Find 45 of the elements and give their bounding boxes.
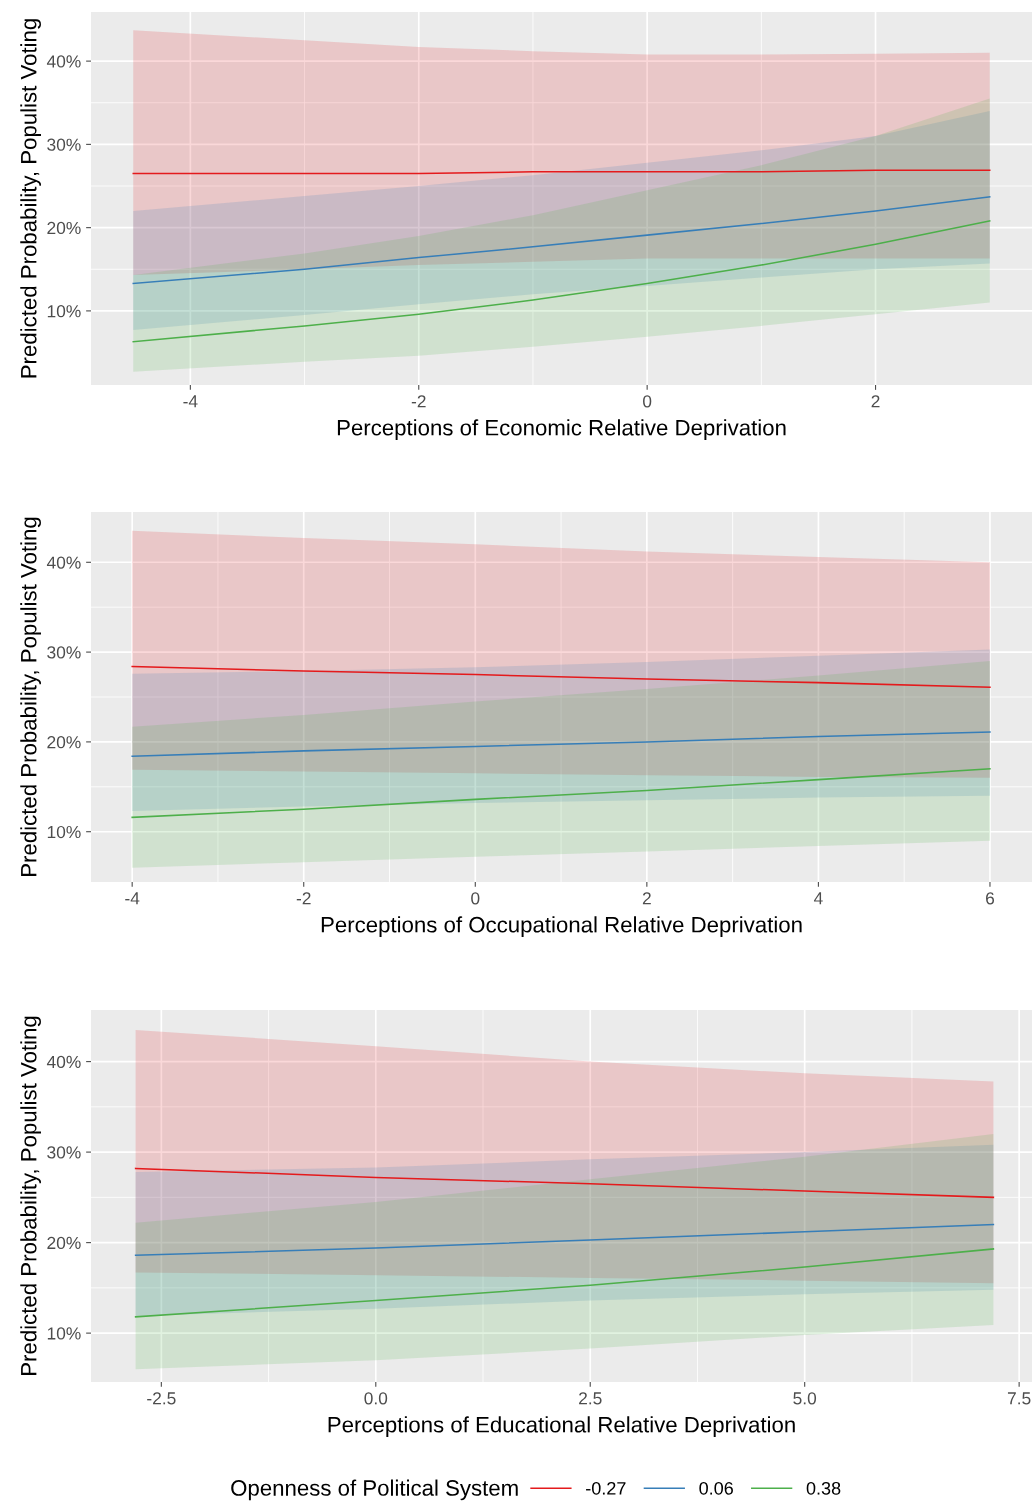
line-series bbox=[131, 768, 991, 819]
x-tick-label: 0.0 bbox=[364, 1392, 388, 1405]
line-series bbox=[132, 196, 991, 285]
x-axis-title: Perceptions of Occupational Relative Deprivation bbox=[321, 916, 802, 937]
y-axis-title: Predicted Probability, Populist Voting bbox=[20, 19, 41, 378]
x-tick-label: -4 bbox=[183, 395, 198, 408]
legend-label: 0.06 bbox=[699, 1481, 733, 1495]
line-series bbox=[134, 1223, 995, 1257]
y-tick-label: 30% bbox=[47, 1146, 81, 1159]
x-tick-label: 7.5 bbox=[1007, 1392, 1031, 1405]
line-series bbox=[132, 220, 991, 343]
x-tick-label: -2 bbox=[296, 892, 311, 905]
y-axis-title: Predicted Probability, Populist Voting bbox=[20, 1016, 41, 1375]
line-series bbox=[131, 665, 991, 688]
legend-label: 0.38 bbox=[806, 1481, 841, 1495]
y-tick-label: 20% bbox=[47, 736, 81, 749]
x-tick-label: -2.5 bbox=[147, 1392, 176, 1405]
y-tick-label: 40% bbox=[46, 1055, 81, 1069]
y-tick-label: 20% bbox=[47, 221, 81, 235]
y-tick-label: 10% bbox=[47, 305, 81, 318]
y-tick-label: 40% bbox=[46, 556, 81, 569]
y-tick-label: 30% bbox=[47, 138, 81, 151]
line-series bbox=[131, 731, 991, 758]
x-axis-title: Perceptions of Economic Relative Deprivation bbox=[337, 419, 786, 440]
x-tick-label: -4 bbox=[125, 892, 140, 905]
x-tick-label: 0 bbox=[471, 892, 480, 905]
x-tick-label: -2 bbox=[411, 395, 426, 408]
legend-label: -0.27 bbox=[586, 1481, 626, 1495]
legend-title: Openness of Political System bbox=[231, 1479, 518, 1501]
y-tick-label: 40% bbox=[46, 55, 81, 68]
x-tick-label: 4 bbox=[813, 892, 823, 905]
y-tick-label: 30% bbox=[47, 646, 81, 659]
x-tick-label: 2 bbox=[871, 395, 880, 408]
x-tick-label: 0 bbox=[643, 395, 652, 408]
x-tick-label: 2.5 bbox=[579, 1392, 602, 1405]
x-axis-title: Perceptions of Educational Relative Deprivation bbox=[328, 1416, 795, 1437]
line-series bbox=[134, 1167, 995, 1199]
x-tick-label: 6 bbox=[986, 892, 995, 905]
x-tick-label: 5.0 bbox=[793, 1392, 817, 1405]
y-tick-label: 10% bbox=[47, 825, 81, 839]
x-tick-label: 2 bbox=[642, 892, 651, 905]
y-tick-label: 20% bbox=[47, 1236, 81, 1250]
y-tick-label: 10% bbox=[47, 1327, 81, 1340]
line-series bbox=[134, 1248, 995, 1318]
y-axis-title: Predicted Probability, Populist Voting bbox=[20, 517, 41, 876]
